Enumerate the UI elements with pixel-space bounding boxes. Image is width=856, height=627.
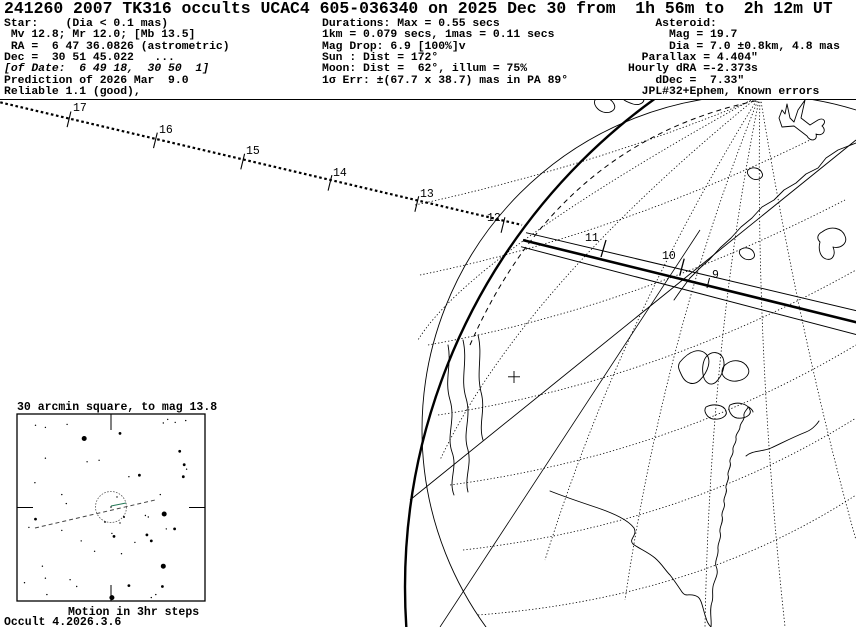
svg-text:30 arcmin square, to mag 13.8: 30 arcmin square, to mag 13.8 xyxy=(17,401,217,414)
svg-text:Occult 4.2026.3.6: Occult 4.2026.3.6 xyxy=(4,616,121,627)
